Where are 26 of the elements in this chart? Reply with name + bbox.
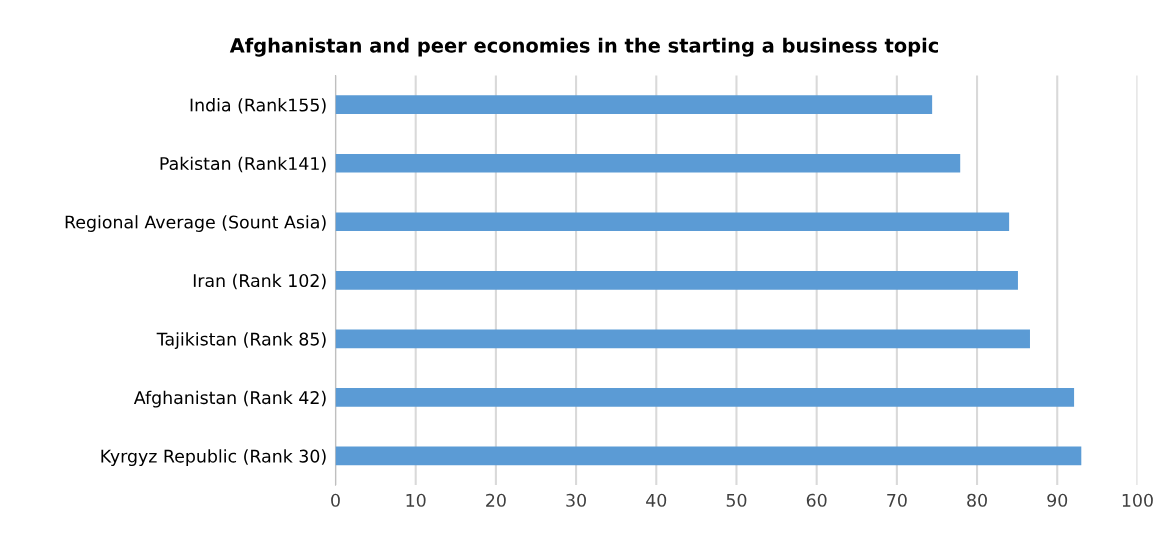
x-tick-label: 30 [566,493,586,507]
bar [335,270,1018,290]
x-tick-label: 0 [331,493,340,507]
bar [335,387,1075,407]
x-tick-label: 50 [726,493,747,507]
x-tick-label: 100 [1122,493,1153,507]
y-tick-label: Tajikistan (Rank 85) [156,332,326,350]
x-tick-label: 40 [646,493,667,507]
y-tick-label: Afghanistan (Rank 42) [133,390,326,408]
bar [335,153,961,173]
bar [335,446,1082,466]
y-tick-label: India (Rank155) [190,98,326,114]
y-tick-label: Pakistan (Rank141) [160,156,326,173]
y-tick-label: Regional Average (Sount Asia) [65,215,326,232]
x-tick-label: 70 [887,493,907,507]
x-tick-label: 10 [406,493,426,507]
x-tick-label: 20 [486,493,506,507]
bar [335,212,1010,232]
y-tick-label: Kyrgyz Republic (Rank 30) [101,449,326,467]
chart-title: Afghanistan and peer economies in the starting a business topic [229,37,938,57]
x-tick-label: 90 [1047,493,1068,507]
bar [335,95,933,115]
x-tick-label: 80 [967,493,987,507]
x-tick-label: 60 [806,493,827,507]
y-tick-label: Iran (Rank 102) [193,273,326,290]
bar [335,329,1030,349]
